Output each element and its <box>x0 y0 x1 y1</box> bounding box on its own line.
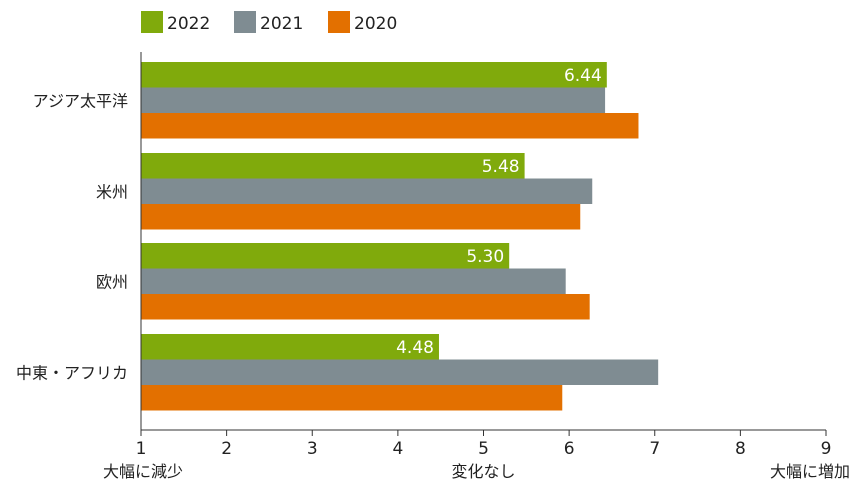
bar-2021-0 <box>141 87 606 113</box>
legend-label-2022: 2022 <box>167 14 210 34</box>
category-label-2: 欧州 <box>96 272 128 291</box>
bar-2021-3 <box>141 359 659 385</box>
bottom-label-right: 大幅に増加 <box>770 462 850 481</box>
data-label-2: 5.30 <box>466 247 504 267</box>
legend-swatch-2020 <box>328 11 350 33</box>
x-tick-label-2: 2 <box>221 439 232 459</box>
bar-2020-3 <box>141 385 563 411</box>
data-label-0: 6.44 <box>564 66 602 86</box>
x-tick-label-1: 1 <box>136 439 147 459</box>
legend-label-2021: 2021 <box>260 14 303 34</box>
x-tick-label-7: 7 <box>649 439 660 459</box>
bar-2021-1 <box>141 178 593 204</box>
legend-swatch-2022 <box>141 11 163 33</box>
x-tick-label-6: 6 <box>564 439 575 459</box>
x-tick-label-8: 8 <box>735 439 746 459</box>
data-label-1: 5.48 <box>482 157 520 177</box>
x-tick-label-9: 9 <box>821 439 832 459</box>
category-label-1: 米州 <box>96 182 128 201</box>
bar-2022-2 <box>141 243 510 269</box>
category-label-3: 中東・アフリカ <box>16 363 128 382</box>
category-label-0: アジア太平洋 <box>33 91 128 110</box>
bar-2022-0 <box>141 62 607 88</box>
legend-label-2020: 2020 <box>354 14 397 34</box>
x-tick-label-4: 4 <box>392 439 403 459</box>
bottom-label-center: 変化なし <box>451 462 515 481</box>
bar-2022-3 <box>141 334 439 360</box>
bar-2022-1 <box>141 153 525 179</box>
bar-2020-2 <box>141 294 590 320</box>
bar-2021-2 <box>141 268 566 294</box>
data-label-3: 4.48 <box>396 338 434 358</box>
bottom-label-left: 大幅に減少 <box>103 462 183 481</box>
x-tick-label-3: 3 <box>307 439 318 459</box>
bar-2020-1 <box>141 204 581 230</box>
x-tick-label-5: 5 <box>478 439 489 459</box>
legend-swatch-2021 <box>234 11 256 33</box>
bar-2020-0 <box>141 113 639 139</box>
